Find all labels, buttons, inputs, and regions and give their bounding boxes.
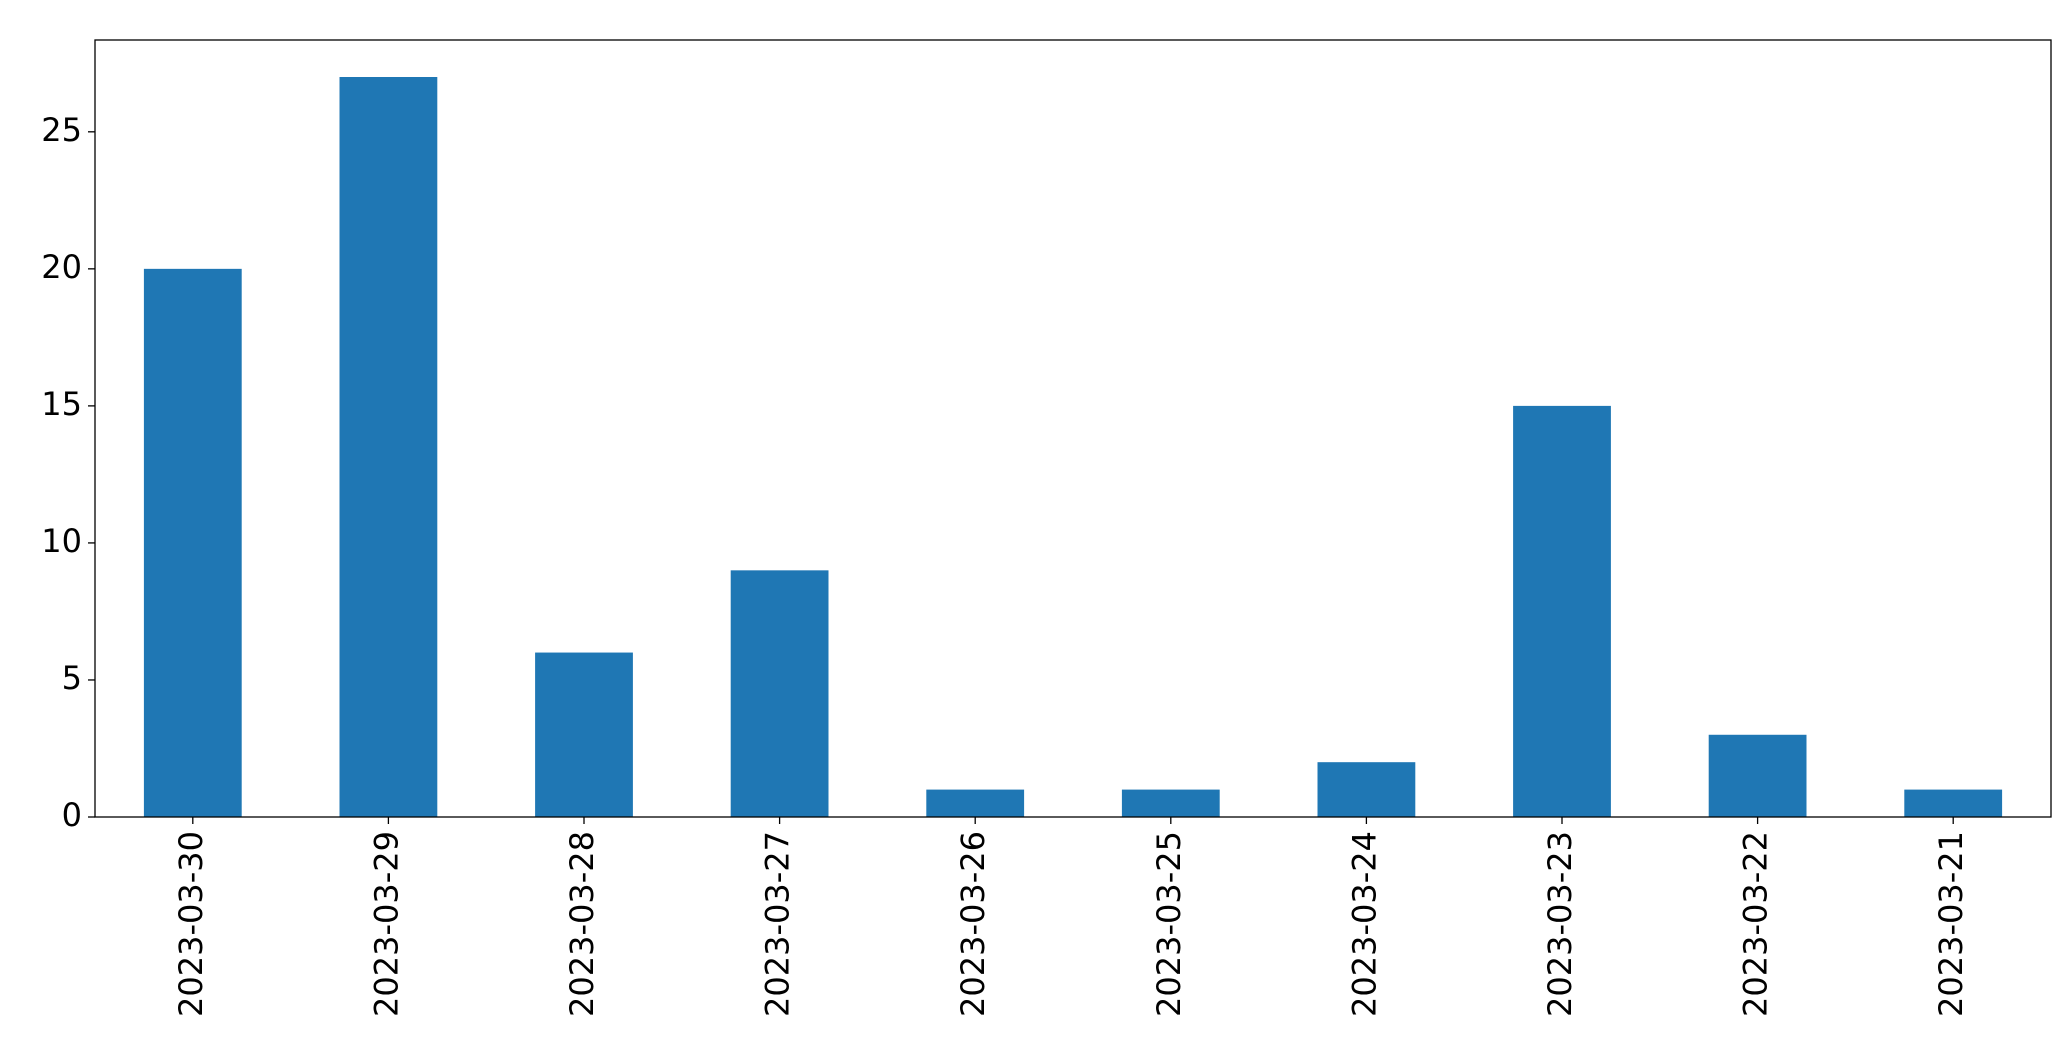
x-tick-label: 2023-03-25 [1150,831,1188,1017]
y-tick-label: 5 [62,659,82,697]
y-tick-label: 10 [41,522,82,560]
x-tick-label: 2023-03-23 [1541,831,1579,1017]
y-tick-label: 15 [41,385,82,423]
bar [926,789,1025,817]
x-tick-label: 2023-03-22 [1737,831,1775,1017]
x-tick-label: 2023-03-28 [563,831,601,1017]
x-tick-label: 2023-03-29 [367,831,405,1017]
bar [1708,734,1807,817]
bar [1121,789,1220,817]
x-tick-label: 2023-03-30 [172,831,210,1017]
y-tick-label: 20 [41,248,82,286]
bar [1317,762,1416,817]
bar [535,652,633,817]
axes-frame [94,39,2052,818]
x-tick-label: 2023-03-26 [954,831,992,1017]
plot-area: 2023-03-30 2023-03-29 2023-03-28 2023-03-27… [41,39,2052,1017]
y-tick-label: 25 [41,111,82,149]
bar [143,268,242,818]
bar [1904,789,2003,817]
x-tick-label: 2023-03-27 [759,831,797,1017]
y-tick-label: 0 [62,796,82,834]
x-tick-label: 2023-03-21 [1932,831,1970,1017]
bar [730,570,829,817]
bar [1513,405,1611,817]
bar [339,77,438,817]
x-tick-label: 2023-03-24 [1345,831,1383,1017]
